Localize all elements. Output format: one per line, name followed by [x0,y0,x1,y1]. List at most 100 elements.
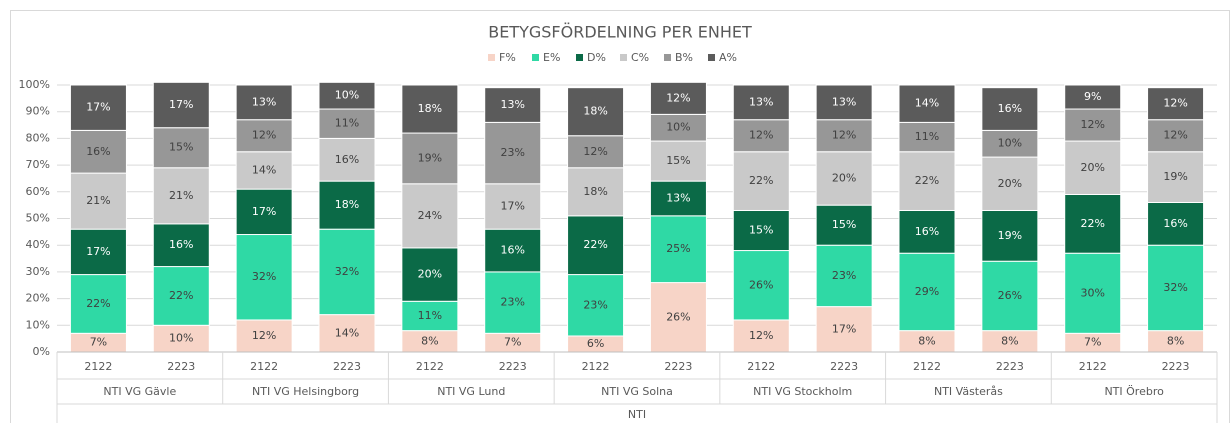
value-label: 12% [666,91,690,104]
bar-segment [484,271,542,334]
value-label: 32% [335,265,359,278]
bar-segment [732,119,790,153]
bar-segment [484,121,542,185]
y-tick-label: 90% [26,105,50,118]
value-label: 22% [1080,217,1104,230]
x-tick-label: 2223 [664,360,692,373]
value-label: 14% [335,326,359,339]
value-label: 16% [335,153,359,166]
value-label: 16% [86,145,110,158]
group-label: NTI VG Helsingborg [252,385,359,398]
x-tick-label: 2223 [167,360,195,373]
value-label: 22% [169,289,193,302]
bar-segment [567,167,625,217]
bar-segment [981,129,1039,158]
value-label: 13% [500,98,524,111]
bar-segment [235,319,293,353]
value-label: 16% [169,238,193,251]
value-label: 13% [832,95,856,108]
bar-segment [235,188,293,236]
value-label: 11% [418,309,442,322]
bar-segment [235,234,293,321]
bar-segment [401,132,459,185]
legend-swatch [532,54,539,61]
x-tick-label: 2122 [747,360,775,373]
x-tick-label: 2223 [333,360,361,373]
bar-segment [567,135,625,169]
value-label: 22% [915,174,939,187]
value-label: 22% [583,238,607,251]
value-label: 12% [1080,118,1104,131]
y-tick-label: 0% [33,345,50,358]
bar-segment [152,81,210,129]
x-tick-label: 2122 [913,360,941,373]
value-label: 23% [583,298,607,311]
legend-label: B% [675,51,693,64]
value-label: 12% [832,129,856,142]
group-label: NTI VG Stockholm [753,385,852,398]
x-tick-label: 2122 [84,360,112,373]
bar-segment [1064,193,1122,254]
bar-segment [567,87,625,137]
group-label: NTI VG Lund [437,385,505,398]
legend-label: D% [587,51,606,64]
bar-segment [318,180,376,230]
bar-segment [484,87,542,123]
value-label: 6% [587,337,604,350]
bar-segment [649,215,707,284]
y-tick-label: 80% [26,131,50,144]
y-tick-label: 70% [26,158,50,171]
value-label: 20% [418,268,442,281]
legend-swatch [708,54,715,61]
bar-segment [649,113,707,142]
value-label: 7% [1084,336,1101,349]
x-tick-label: 2122 [1079,360,1107,373]
value-label: 17% [86,101,110,114]
value-label: 12% [1163,129,1187,142]
value-label: 17% [832,322,856,335]
bar-segment [152,127,210,169]
value-label: 25% [666,242,690,255]
bar-segment [898,121,956,153]
bar-segment [649,140,707,182]
value-label: 18% [418,102,442,115]
bar-segment [815,84,873,121]
value-label: 18% [583,105,607,118]
value-label: 10% [169,332,193,345]
bar-segment [981,156,1039,211]
group-label: NTI Västerås [934,385,1003,398]
bar-segment [1147,151,1205,203]
bar-segment [732,319,790,353]
bar-segment [401,247,459,302]
bar-segment [1147,87,1205,121]
bar-segment [567,274,625,337]
x-tick-label: 2223 [830,360,858,373]
value-label: 12% [252,329,276,342]
value-label: 11% [915,130,939,143]
value-label: 12% [1163,97,1187,110]
legend-swatch [576,54,583,61]
value-label: 24% [418,209,442,222]
value-label: 20% [1080,161,1104,174]
bar-segment [1147,244,1205,332]
bar-segment [401,183,459,249]
bar-segment [69,129,127,174]
value-label: 7% [504,336,521,349]
value-label: 23% [832,269,856,282]
group-label: NTI Örebro [1104,385,1164,398]
value-label: 26% [749,278,773,291]
legend-label: A% [719,51,737,64]
value-label: 17% [86,245,110,258]
value-label: 16% [998,102,1022,115]
y-tick-label: 60% [26,185,50,198]
value-label: 8% [1001,334,1018,347]
value-label: 26% [998,289,1022,302]
value-label: 21% [86,194,110,207]
bar-segment [484,183,542,230]
group-label: NTI VG Gävle [103,385,176,398]
bar-segment [981,260,1039,332]
bar-segment [69,84,127,131]
bar-segment [1064,252,1122,334]
y-tick-label: 20% [26,292,50,305]
